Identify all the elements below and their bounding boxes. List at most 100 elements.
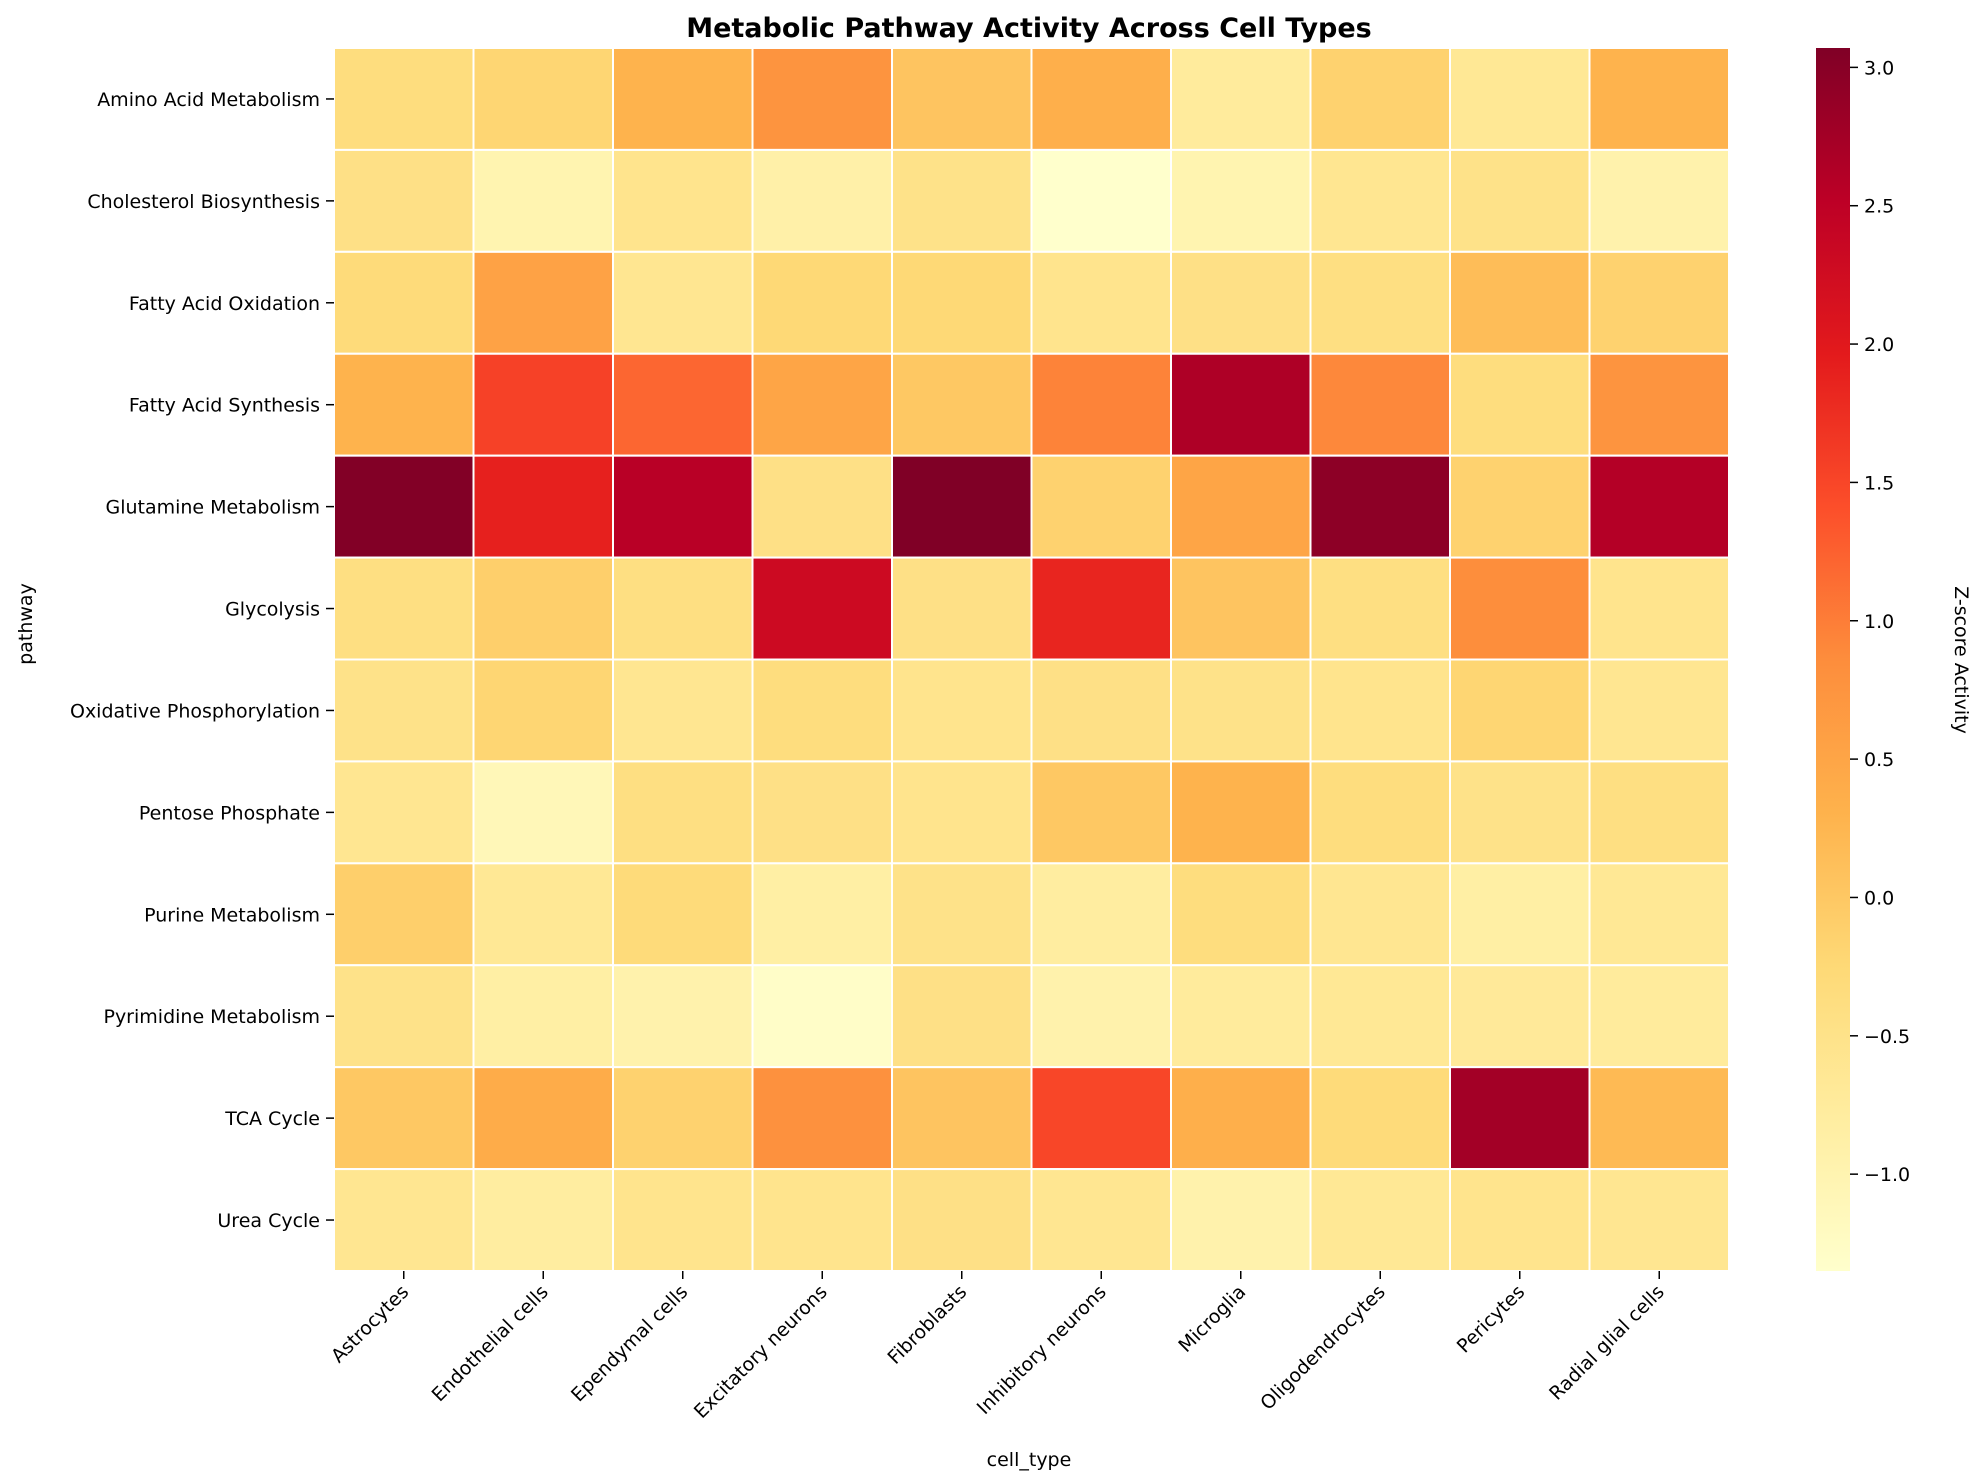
y-tick-label: Cholesterol Biosynthesis <box>87 191 320 213</box>
heatmap-cell <box>1030 964 1172 1069</box>
heatmap-cell <box>1030 47 1172 151</box>
heatmap-cell <box>1449 1066 1591 1171</box>
heatmap-cell <box>472 148 614 253</box>
heatmap-cell <box>472 47 614 151</box>
heatmap-cell <box>1449 250 1591 355</box>
heatmap-cell <box>1030 352 1172 457</box>
heatmap-cell <box>333 148 475 253</box>
heatmap-cell <box>1170 760 1312 865</box>
heatmap-cell <box>1449 47 1591 151</box>
heatmap-cell <box>1588 352 1730 457</box>
heatmap-cell <box>1170 658 1312 763</box>
heatmap-cell <box>1309 964 1451 1069</box>
heatmap-cell <box>612 1066 754 1171</box>
heatmap-cell <box>751 352 893 457</box>
y-tick-label: Fatty Acid Oxidation <box>129 293 320 315</box>
heatmap-cell <box>1449 658 1591 763</box>
heatmap-cell <box>333 47 475 151</box>
y-axis-label: pathway <box>15 583 37 665</box>
heatmap-cell <box>751 454 893 559</box>
heatmap-cell <box>751 250 893 355</box>
heatmap-cell <box>891 47 1033 151</box>
y-tick-label: Glycolysis <box>225 599 320 621</box>
y-tick-label: Oxidative Phosphorylation <box>70 700 320 722</box>
heatmap-cell <box>1170 250 1312 355</box>
heatmap-cell <box>751 862 893 967</box>
heatmap-cell <box>1309 760 1451 865</box>
heatmap-cell <box>1449 454 1591 559</box>
y-tick-label: Glutamine Metabolism <box>105 497 320 519</box>
heatmap-cell <box>333 1066 475 1171</box>
heatmap-cell <box>612 1168 754 1273</box>
heatmap-cell <box>472 250 614 355</box>
colorbar-tick-label: 2.5 <box>1864 196 1894 218</box>
heatmap-cell <box>1170 1066 1312 1171</box>
heatmap-cell <box>1030 148 1172 253</box>
heatmap-cell <box>472 760 614 865</box>
heatmap-cell <box>1030 1168 1172 1273</box>
heatmap-cell <box>472 1168 614 1273</box>
heatmap-cell <box>1449 862 1591 967</box>
y-tick-label: Urea Cycle <box>217 1210 320 1232</box>
heatmap-cell <box>333 760 475 865</box>
heatmap-cell <box>891 964 1033 1069</box>
colorbar-tick-label: 3.0 <box>1864 57 1894 79</box>
y-tick-labels: Amino Acid Metabolism Cholesterol Biosynt… <box>70 89 334 1232</box>
heatmap-cell <box>1309 47 1451 151</box>
heatmap-cell <box>1170 1168 1312 1273</box>
heatmap-cell <box>1588 760 1730 865</box>
heatmap-cell <box>1030 658 1172 763</box>
heatmap-cell <box>472 964 614 1069</box>
y-tick-label: Purine Metabolism <box>144 904 320 926</box>
heatmap-cell <box>1309 556 1451 661</box>
heatmap-cell <box>1588 1066 1730 1171</box>
heatmap-cell <box>472 658 614 763</box>
heatmap-cell <box>472 454 614 559</box>
x-tick-label: Fibroblasts <box>884 1281 972 1369</box>
heatmap-cell <box>612 454 754 559</box>
heatmap-cell <box>472 352 614 457</box>
colorbar-tick-label: 2.0 <box>1864 334 1894 356</box>
heatmap-cell <box>1588 1168 1730 1273</box>
heatmap-cell <box>333 556 475 661</box>
heatmap-cell <box>1030 862 1172 967</box>
heatmap-cell <box>472 556 614 661</box>
heatmap-cell <box>1170 352 1312 457</box>
y-tick-label: Fatty Acid Synthesis <box>129 395 320 417</box>
heatmap-cell <box>751 1168 893 1273</box>
heatmap-cell <box>333 1168 475 1273</box>
heatmap-cell <box>1588 964 1730 1069</box>
heatmap-cell <box>1449 352 1591 457</box>
heatmap-cell <box>891 1066 1033 1171</box>
heatmap-cell <box>612 760 754 865</box>
y-tick-label: TCA Cycle <box>224 1108 320 1130</box>
heatmap-cell <box>751 148 893 253</box>
heatmap-cell <box>1449 148 1591 253</box>
x-tick-label: Microglia <box>1174 1281 1250 1357</box>
heatmap-cell <box>1170 148 1312 253</box>
colorbar-tick-label: 1.5 <box>1864 472 1894 494</box>
heatmap-cell <box>612 352 754 457</box>
heatmap-cell <box>472 1066 614 1171</box>
heatmap-cell <box>1170 47 1312 151</box>
heatmap-cell <box>333 862 475 967</box>
heatmap-cell <box>1170 556 1312 661</box>
heatmap-cell <box>1588 47 1730 151</box>
heatmap-cell <box>1309 862 1451 967</box>
heatmap-cell <box>333 964 475 1069</box>
heatmap-cell <box>612 250 754 355</box>
colorbar-tick-label: 0.5 <box>1864 749 1894 771</box>
colorbar <box>1816 48 1850 1271</box>
heatmap-cell <box>891 352 1033 457</box>
heatmap-cell <box>333 250 475 355</box>
heatmap-cell <box>1588 250 1730 355</box>
x-tick-label: Pericytes <box>1453 1281 1530 1358</box>
heatmap-cell <box>751 760 893 865</box>
colorbar-tick-label: 0.0 <box>1864 887 1894 909</box>
x-tick-label: Endothelial cells <box>428 1281 553 1406</box>
colorbar-tick-label: −1.0 <box>1864 1164 1910 1186</box>
heatmap-cell <box>1309 250 1451 355</box>
heatmap-cell <box>1449 964 1591 1069</box>
heatmap-cell <box>891 760 1033 865</box>
heatmap-cell <box>891 250 1033 355</box>
